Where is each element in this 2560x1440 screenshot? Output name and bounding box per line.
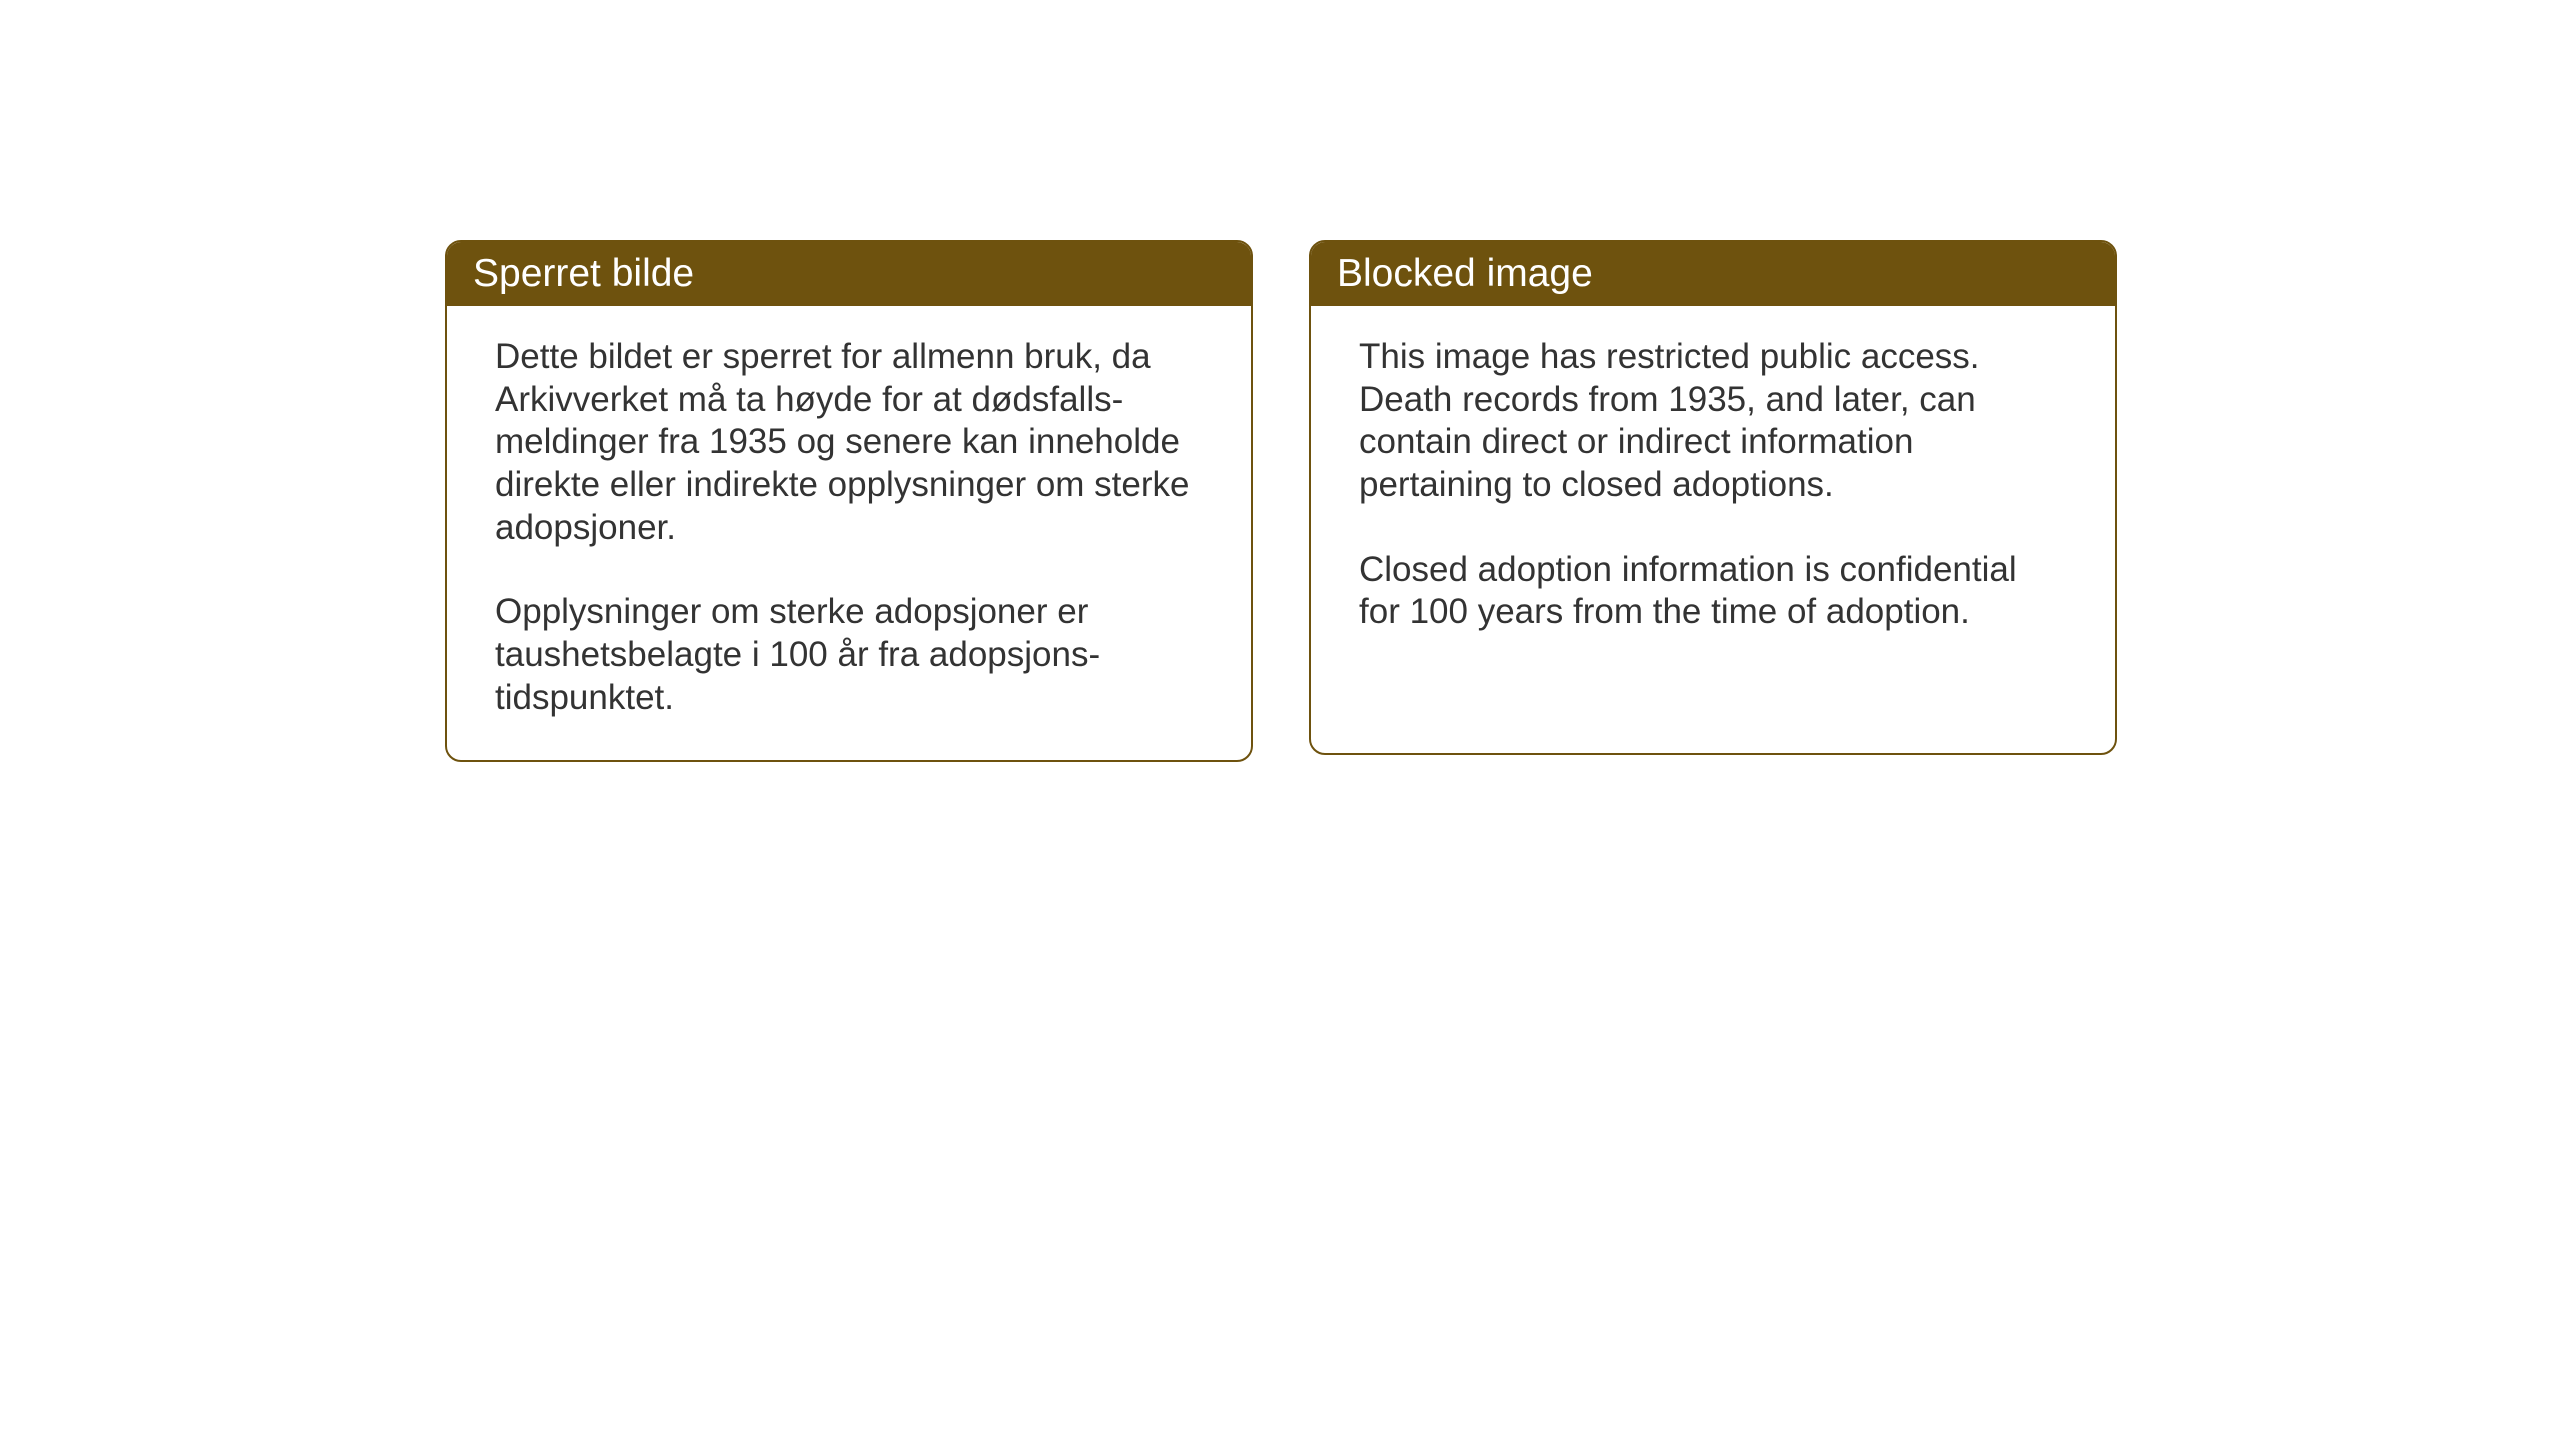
cards-container: Sperret bilde Dette bildet er sperret fo…	[445, 240, 2117, 762]
card-header-norwegian: Sperret bilde	[447, 242, 1251, 306]
card-norwegian: Sperret bilde Dette bildet er sperret fo…	[445, 240, 1253, 762]
card-english: Blocked image This image has restricted …	[1309, 240, 2117, 755]
card-body-english: This image has restricted public access.…	[1311, 306, 2115, 674]
card-header-english: Blocked image	[1311, 242, 2115, 306]
paragraph-1-english: This image has restricted public access.…	[1359, 336, 2067, 507]
card-body-norwegian: Dette bildet er sperret for allmenn bruk…	[447, 306, 1251, 760]
paragraph-1-norwegian: Dette bildet er sperret for allmenn bruk…	[495, 336, 1203, 549]
paragraph-2-english: Closed adoption information is confident…	[1359, 549, 2067, 634]
paragraph-2-norwegian: Opplysninger om sterke adopsjoner er tau…	[495, 591, 1203, 719]
